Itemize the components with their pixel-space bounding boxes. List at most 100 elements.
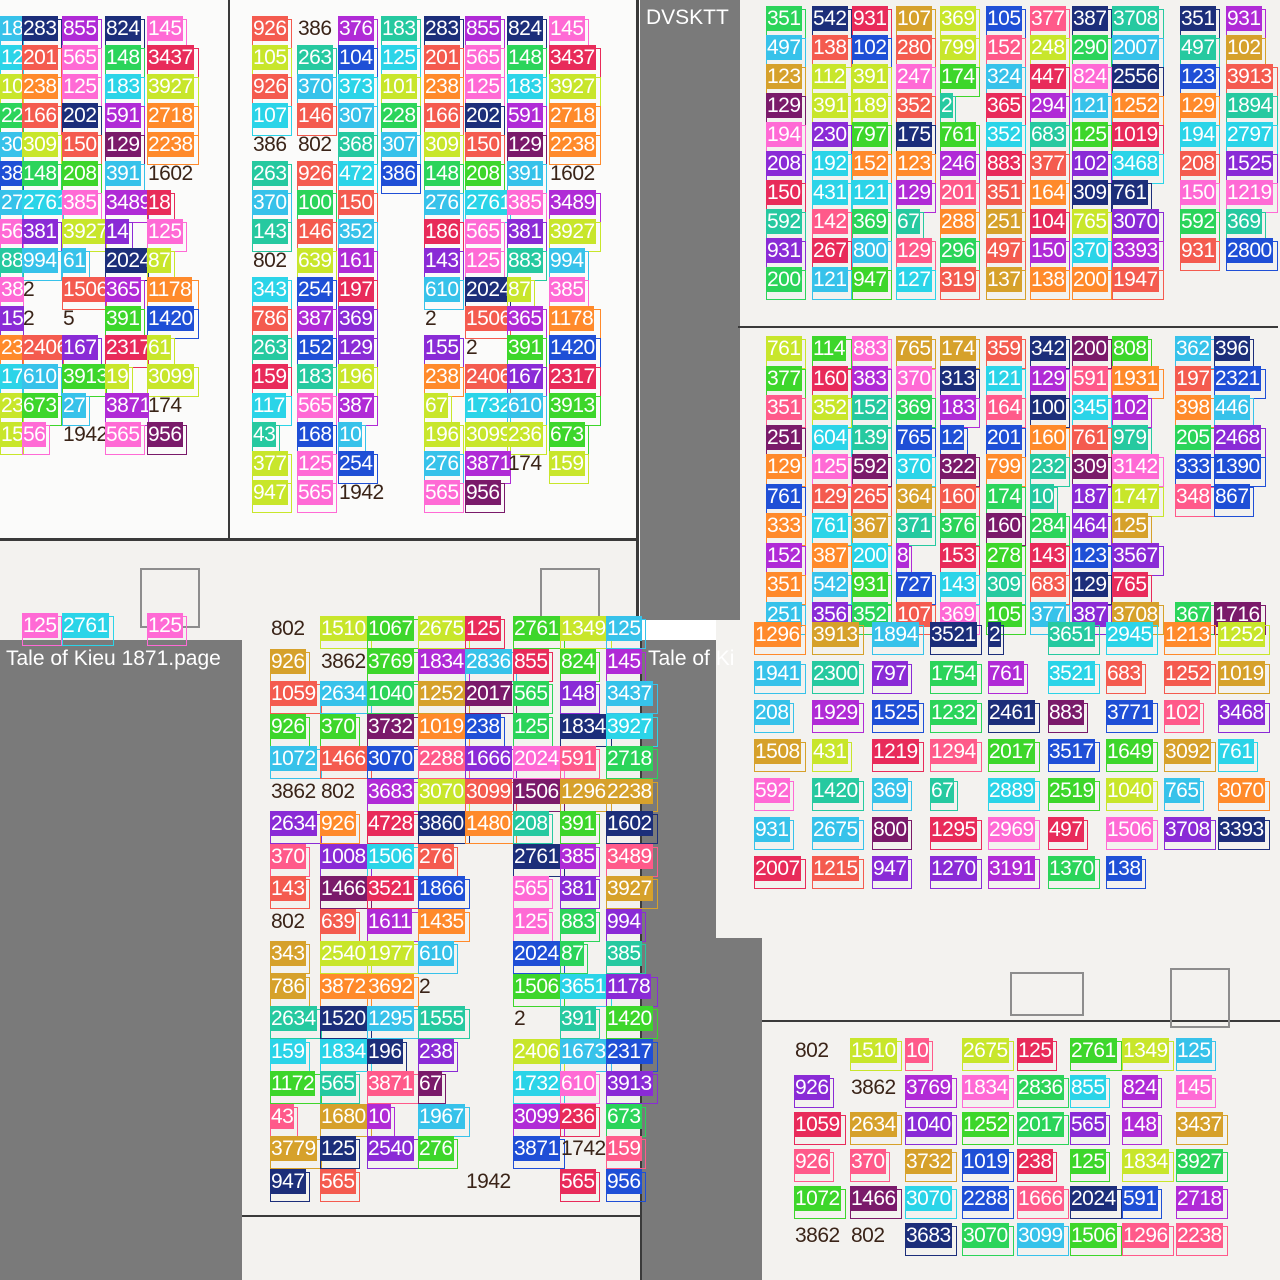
ocr-number-label[interactable]: 1019 bbox=[1218, 661, 1265, 686]
ocr-number-label[interactable]: 161 bbox=[338, 248, 374, 273]
ocr-number-label[interactable]: 802 bbox=[851, 1224, 885, 1247]
ocr-number-label[interactable]: 2238 bbox=[147, 132, 194, 157]
ocr-number-label[interactable]: 3489 bbox=[105, 190, 149, 215]
ocr-number-label[interactable]: 150 bbox=[766, 180, 802, 205]
ocr-number-label[interactable]: 2317 bbox=[606, 1038, 653, 1064]
ocr-number-label[interactable]: 2675 bbox=[418, 616, 465, 641]
ocr-number-label[interactable]: 800 bbox=[852, 238, 888, 263]
ocr-number-label[interactable]: 3489 bbox=[606, 843, 653, 869]
ocr-number-label[interactable]: 926 bbox=[270, 648, 306, 674]
ocr-number-label[interactable]: 359 bbox=[986, 336, 1022, 361]
ocr-number-label[interactable]: 1732 bbox=[0, 364, 24, 389]
ocr-number-label[interactable]: 107 bbox=[896, 6, 932, 31]
ocr-number-label[interactable]: 387 bbox=[297, 306, 333, 331]
ocr-number-label[interactable]: 565 bbox=[513, 876, 549, 901]
ocr-number-label[interactable]: 102 bbox=[1112, 395, 1148, 420]
ocr-number-label[interactable]: 2024 bbox=[513, 941, 560, 966]
ocr-number-label[interactable]: 802 bbox=[795, 1039, 829, 1062]
ocr-number-label[interactable]: 2519 bbox=[1048, 778, 1095, 803]
ocr-number-label[interactable]: 61 bbox=[62, 248, 87, 273]
ocr-number-label[interactable]: 254 bbox=[338, 451, 374, 476]
ocr-number-label[interactable]: 280 bbox=[896, 35, 932, 60]
ocr-number-label[interactable]: 333 bbox=[1175, 454, 1211, 479]
ocr-number-label[interactable]: 3927 bbox=[549, 219, 596, 244]
ocr-number-label[interactable]: 1296 bbox=[754, 622, 801, 647]
ocr-number-label[interactable]: 18 bbox=[0, 16, 24, 41]
ocr-number-label[interactable]: 2238 bbox=[606, 778, 653, 804]
ocr-number-label[interactable]: 125 bbox=[465, 74, 501, 99]
ocr-number-label[interactable]: 276 bbox=[424, 451, 460, 476]
ocr-number-label[interactable]: 1520 bbox=[320, 1006, 367, 1031]
ocr-number-label[interactable]: 125 bbox=[147, 613, 183, 638]
ocr-number-label[interactable]: 129 bbox=[766, 454, 802, 479]
ocr-number-label[interactable]: 205 bbox=[1175, 424, 1211, 450]
ocr-number-label[interactable]: 2300 bbox=[812, 661, 859, 686]
ocr-number-label[interactable]: 385 bbox=[606, 941, 642, 966]
ocr-number-label[interactable]: 3683 bbox=[367, 778, 414, 804]
ocr-number-label[interactable]: 369 bbox=[852, 209, 888, 234]
ocr-number-label[interactable]: 2406 bbox=[465, 364, 511, 389]
ocr-number-label[interactable]: 125 bbox=[513, 713, 549, 739]
ocr-number-label[interactable]: 263 bbox=[252, 335, 288, 360]
ocr-number-label[interactable]: 765 bbox=[896, 336, 932, 361]
ocr-number-label[interactable]: 14 bbox=[105, 219, 130, 244]
ocr-number-label[interactable]: 123 bbox=[766, 64, 802, 89]
ocr-number-label[interactable]: 283 bbox=[22, 16, 58, 41]
ocr-number-label[interactable]: 1732 bbox=[513, 1071, 560, 1096]
ocr-number-label[interactable]: 1649 bbox=[1106, 739, 1153, 764]
ocr-number-label[interactable]: 1296 bbox=[560, 778, 607, 804]
ocr-number-label[interactable]: 125 bbox=[147, 219, 183, 244]
ocr-number-label[interactable]: 2406 bbox=[513, 1038, 560, 1064]
ocr-number-label[interactable]: 381 bbox=[560, 876, 596, 901]
ocr-number-label[interactable]: 2800 bbox=[1226, 238, 1273, 263]
ocr-number-label[interactable]: 208 bbox=[513, 811, 549, 836]
ocr-number-label[interactable]: 883 bbox=[1048, 700, 1084, 725]
ocr-number-label[interactable]: 102 bbox=[852, 35, 888, 60]
ocr-number-label[interactable]: 1602 bbox=[550, 162, 595, 185]
ocr-number-label[interactable]: 1947 bbox=[1112, 267, 1159, 292]
ocr-number-label[interactable]: 3862 bbox=[851, 1076, 896, 1099]
ocr-number-label[interactable]: 931 bbox=[852, 6, 888, 31]
ocr-number-label[interactable]: 761 bbox=[766, 483, 802, 509]
ocr-number-label[interactable]: 3468 bbox=[1218, 700, 1265, 725]
ocr-number-label[interactable]: 1555 bbox=[418, 1006, 465, 1031]
ocr-number-label[interactable]: 365 bbox=[105, 277, 141, 302]
ocr-number-label[interactable]: 446 bbox=[1214, 395, 1250, 420]
ocr-number-label[interactable]: 145 bbox=[549, 16, 585, 41]
ocr-number-label[interactable]: 3099 bbox=[513, 1103, 560, 1129]
ocr-number-label[interactable]: 101 bbox=[381, 74, 417, 99]
ocr-number-label[interactable]: 288 bbox=[940, 209, 976, 234]
ocr-number-label[interactable]: 183 bbox=[507, 74, 543, 99]
ocr-number-label[interactable]: 121 bbox=[1072, 93, 1108, 118]
ocr-number-label[interactable]: 67 bbox=[418, 1071, 443, 1096]
ocr-number-label[interactable]: 1611 bbox=[367, 908, 413, 934]
ocr-number-label[interactable]: 3927 bbox=[606, 876, 653, 901]
ocr-number-label[interactable]: 2 bbox=[514, 1007, 526, 1030]
ocr-number-label[interactable]: 979 bbox=[1112, 424, 1148, 450]
ocr-number-label[interactable]: 150 bbox=[465, 132, 501, 157]
ocr-number-label[interactable]: 761 bbox=[1218, 739, 1254, 764]
ocr-number-label[interactable]: 3927 bbox=[549, 74, 596, 99]
ocr-number-label[interactable]: 129 bbox=[896, 180, 932, 205]
ocr-number-label[interactable]: 565 bbox=[465, 45, 501, 70]
ocr-number-label[interactable]: 294 bbox=[1030, 93, 1066, 118]
ocr-number-label[interactable]: 1252 bbox=[1218, 622, 1265, 647]
ocr-number-label[interactable]: 43 bbox=[270, 1103, 295, 1129]
ocr-number-label[interactable]: 125 bbox=[465, 248, 501, 273]
ocr-number-label[interactable]: 143 bbox=[270, 876, 306, 901]
ocr-number-label[interactable]: 673 bbox=[606, 1103, 642, 1129]
ocr-number-label[interactable]: 365 bbox=[986, 93, 1022, 118]
ocr-number-label[interactable]: 125 bbox=[1112, 513, 1148, 538]
ocr-number-label[interactable]: 351 bbox=[1180, 6, 1216, 31]
ocr-number-label[interactable]: 1510 bbox=[320, 616, 367, 641]
ocr-number-label[interactable]: 307 bbox=[381, 132, 417, 157]
ocr-number-label[interactable]: 391 bbox=[105, 306, 141, 331]
ocr-number-label[interactable]: 2634 bbox=[270, 811, 317, 836]
ocr-number-label[interactable]: 3927 bbox=[147, 74, 194, 99]
ocr-number-label[interactable]: 3651 bbox=[560, 973, 607, 999]
ocr-number-label[interactable]: 322 bbox=[940, 454, 976, 479]
ocr-number-label[interactable]: 391 bbox=[507, 161, 543, 186]
ocr-number-label[interactable]: 348 bbox=[1175, 483, 1211, 509]
ocr-number-label[interactable]: 174 bbox=[508, 452, 542, 475]
ocr-number-label[interactable]: 351 bbox=[766, 6, 802, 31]
